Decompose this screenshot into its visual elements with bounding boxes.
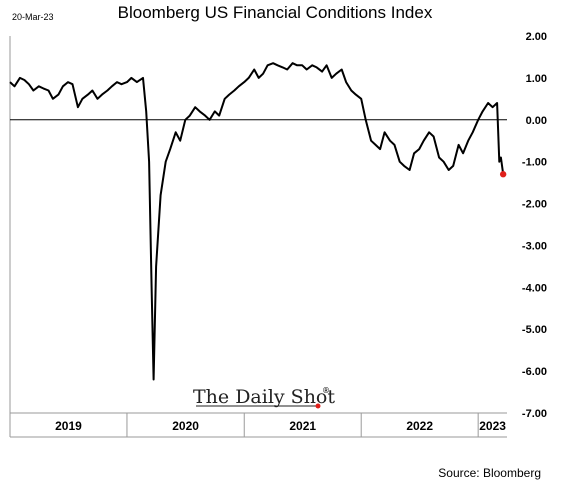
x-tick-label: 2021 (289, 419, 316, 433)
y-tick-label: -1.00 (522, 157, 547, 169)
y-tick-label: -6.00 (522, 366, 547, 378)
series-line (9, 62, 505, 381)
y-tick-label: -7.00 (522, 408, 547, 420)
y-tick-label: 1.00 (526, 73, 547, 85)
y-axis: 2.00 1.00 0.00 -1.00 -2.00 -3.00 -4.00 -5.00 -6.… (522, 31, 547, 420)
y-tick-label: -4.00 (522, 282, 547, 294)
chart-date: 20-Mar-23 (12, 12, 54, 22)
source-note: Source: Bloomberg (438, 466, 541, 480)
watermark-logo: The Daily Shot ® (193, 386, 335, 409)
watermark-text: The Daily Shot (193, 386, 335, 408)
chart-title: Bloomberg US Financial Conditions Index (118, 3, 433, 22)
watermark-registered-mark: ® (322, 386, 330, 395)
y-tick-label: 2.00 (526, 31, 547, 43)
plot-frame (9, 36, 507, 438)
x-tick-label: 2022 (406, 419, 433, 433)
watermark-dot (315, 403, 321, 409)
y-tick-label: -2.00 (522, 199, 547, 211)
x-axis: 2019 2020 2021 2022 2023 (55, 413, 506, 437)
y-tick-label: -5.00 (522, 324, 547, 336)
last-point-marker (499, 171, 507, 178)
x-tick-label: 2023 (479, 419, 506, 433)
y-tick-label: -3.00 (522, 240, 547, 252)
series-layer (9, 62, 507, 381)
x-tick-label: 2019 (55, 419, 82, 433)
y-tick-label: 0.00 (526, 115, 547, 127)
x-tick-label: 2020 (172, 419, 199, 433)
